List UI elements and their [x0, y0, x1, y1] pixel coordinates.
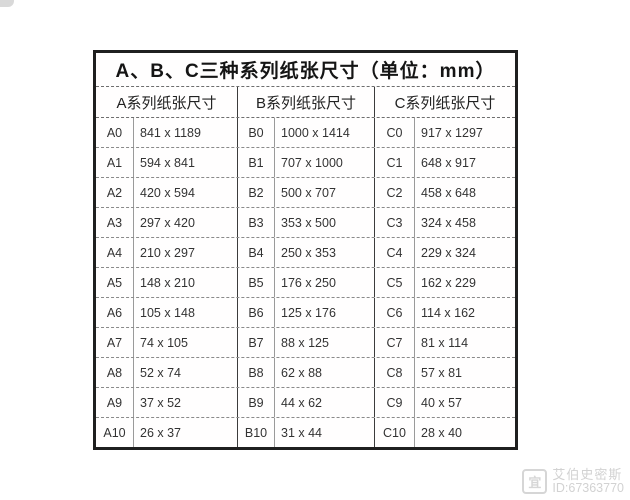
cell-a-label: A2 — [96, 178, 134, 207]
cell-b-size: 125 x 176 — [275, 298, 375, 327]
cell-b-label: B10 — [238, 418, 275, 447]
watermark-logo-icon: 宜 — [522, 469, 548, 495]
table-row: A5 148 x 210 B5 176 x 250 C5 162 x 229 — [96, 268, 515, 298]
table-header-row: A系列纸张尺寸 B系列纸张尺寸 C系列纸张尺寸 — [96, 87, 515, 118]
cell-b-label: B8 — [238, 358, 275, 387]
cell-b-label: B0 — [238, 118, 275, 147]
cell-a-label: A10 — [96, 418, 134, 447]
cell-c-label: C3 — [375, 208, 415, 237]
table-row: A3 297 x 420 B3 353 x 500 C3 324 x 458 — [96, 208, 515, 238]
cell-b-size: 44 x 62 — [275, 388, 375, 417]
table-body: A0 841 x 1189 B0 1000 x 1414 C0 917 x 12… — [96, 118, 515, 447]
cell-a-size: 841 x 1189 — [134, 118, 238, 147]
header-b-series: B系列纸张尺寸 — [238, 87, 375, 117]
cell-b-label: B6 — [238, 298, 275, 327]
cell-c-size: 229 x 324 — [421, 245, 476, 260]
cell-b-size: 250 x 353 — [275, 238, 375, 267]
cell-a-label: A8 — [96, 358, 134, 387]
table-row: A6 105 x 148 B6 125 x 176 C6 114 x 162 — [96, 298, 515, 328]
cell-c-size: 40 x 57 — [421, 395, 463, 410]
header-a-series: A系列纸张尺寸 — [96, 87, 238, 117]
cell-b-size: 62 x 88 — [275, 358, 375, 387]
cell-a-size: 420 x 594 — [134, 178, 238, 207]
cell-b-label: B7 — [238, 328, 275, 357]
cell-a-size: 105 x 148 — [134, 298, 238, 327]
watermark-id: ID:67363770 — [552, 481, 624, 496]
cell-c-label: C6 — [375, 298, 415, 327]
cell-a-size: 26 x 37 — [134, 418, 238, 447]
paper-size-table: A、B、C三种系列纸张尺寸（单位：mm） A系列纸张尺寸 B系列纸张尺寸 C系列… — [93, 50, 518, 450]
table-row: A9 37 x 52 B9 44 x 62 C9 40 x 57 — [96, 388, 515, 418]
cell-b-size: 31 x 44 — [275, 418, 375, 447]
header-c-series: C系列纸张尺寸 — [394, 94, 496, 112]
cell-b-size: 707 x 1000 — [275, 148, 375, 177]
cell-c-size: 57 x 81 — [421, 365, 463, 380]
cell-c-size: 81 x 114 — [421, 335, 469, 350]
cell-c-label: C4 — [375, 238, 415, 267]
cell-c-size: 458 x 648 — [421, 185, 476, 200]
watermark-name: 艾伯史密斯 — [552, 466, 623, 482]
cell-b-size: 88 x 125 — [275, 328, 375, 357]
cell-b-size: 1000 x 1414 — [275, 118, 375, 147]
cell-a-size: 297 x 420 — [134, 208, 238, 237]
table-row: A2 420 x 594 B2 500 x 707 C2 458 x 648 — [96, 178, 515, 208]
cell-a-size: 52 x 74 — [134, 358, 238, 387]
cell-b-size: 500 x 707 — [275, 178, 375, 207]
cell-a-label: A3 — [96, 208, 134, 237]
cell-b-label: B3 — [238, 208, 275, 237]
cell-b-label: B9 — [238, 388, 275, 417]
cell-c-size: 324 x 458 — [421, 215, 476, 230]
cell-c-label: C0 — [375, 118, 415, 147]
cell-b-size: 176 x 250 — [275, 268, 375, 297]
cell-a-size: 37 x 52 — [134, 388, 238, 417]
cell-a-label: A5 — [96, 268, 134, 297]
table-row: A1 594 x 841 B1 707 x 1000 C1 648 x 917 — [96, 148, 515, 178]
cell-c-label: C10 — [375, 418, 415, 447]
cell-c-size: 114 x 162 — [421, 305, 475, 320]
cell-b-label: B1 — [238, 148, 275, 177]
cell-c-label: C1 — [375, 148, 415, 177]
cell-a-label: A0 — [96, 118, 134, 147]
cell-a-label: A6 — [96, 298, 134, 327]
cell-a-size: 74 x 105 — [134, 328, 238, 357]
cell-c-label: C5 — [375, 268, 415, 297]
cell-a-size: 148 x 210 — [134, 268, 238, 297]
table-row: A4 210 x 297 B4 250 x 353 C4 229 x 324 — [96, 238, 515, 268]
cell-b-label: B2 — [238, 178, 275, 207]
cell-b-size: 353 x 500 — [275, 208, 375, 237]
cell-c-size: 917 x 1297 — [421, 125, 483, 140]
cell-a-size: 210 x 297 — [134, 238, 238, 267]
table-row: A10 26 x 37 B10 31 x 44 C10 28 x 40 — [96, 418, 515, 447]
cell-a-size: 594 x 841 — [134, 148, 238, 177]
cell-b-label: B5 — [238, 268, 275, 297]
cell-c-label: C7 — [375, 328, 415, 357]
cell-a-label: A7 — [96, 328, 134, 357]
cell-c-label: C8 — [375, 358, 415, 387]
cell-c-label: C9 — [375, 388, 415, 417]
cell-c-size: 162 x 229 — [421, 275, 476, 290]
table-row: A7 74 x 105 B7 88 x 125 C7 81 x 114 — [96, 328, 515, 358]
table-row: A8 52 x 74 B8 62 x 88 C8 57 x 81 — [96, 358, 515, 388]
cell-a-label: A1 — [96, 148, 134, 177]
cell-a-label: A4 — [96, 238, 134, 267]
watermark: 宜 艾伯史密斯 ID:67363770 — [522, 466, 624, 496]
cell-c-size: 648 x 917 — [421, 155, 476, 170]
cell-b-label: B4 — [238, 238, 275, 267]
cell-c-size: 28 x 40 — [421, 425, 463, 440]
watermark-text: 艾伯史密斯 ID:67363770 — [552, 466, 624, 496]
table-row: A0 841 x 1189 B0 1000 x 1414 C0 917 x 12… — [96, 118, 515, 148]
cell-a-label: A9 — [96, 388, 134, 417]
corner-artifact — [0, 0, 14, 7]
table-title: A、B、C三种系列纸张尺寸（单位：mm） — [96, 53, 515, 87]
cell-c-label: C2 — [375, 178, 415, 207]
